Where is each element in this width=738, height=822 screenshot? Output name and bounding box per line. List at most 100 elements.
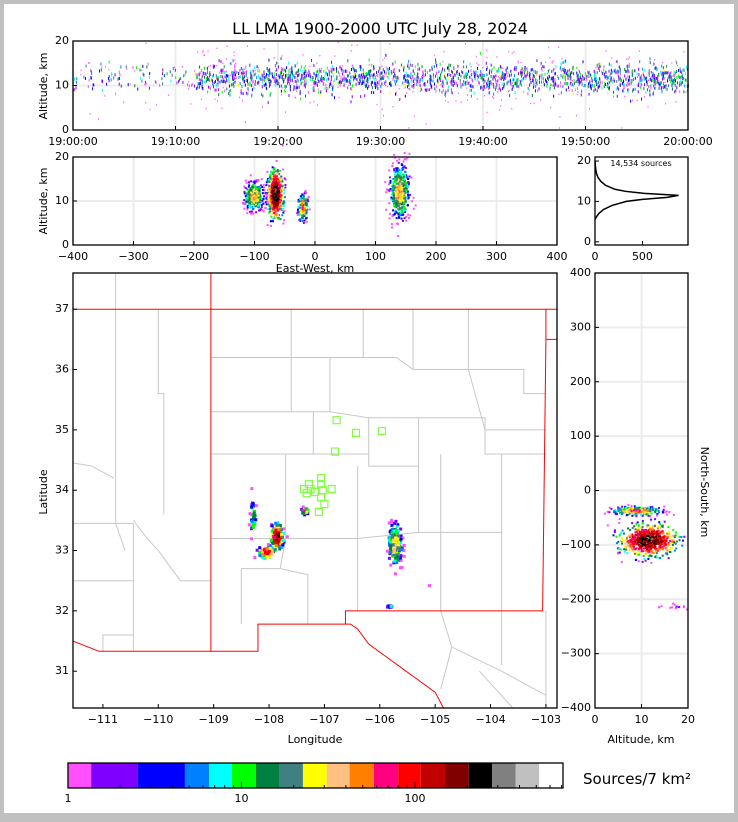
- source-point: [496, 56, 497, 58]
- source-point: [145, 102, 146, 104]
- source-cell: [269, 208, 271, 210]
- source-point: [502, 87, 503, 90]
- source-point: [115, 92, 116, 95]
- source-cell: [251, 194, 253, 196]
- source-point: [275, 64, 276, 67]
- source-cell: [607, 511, 609, 513]
- source-point: [88, 85, 89, 88]
- source-point: [588, 76, 589, 78]
- source-point: [517, 78, 518, 81]
- source-cell: [265, 201, 267, 203]
- source-point: [304, 75, 305, 78]
- source-point: [406, 72, 407, 75]
- source-point: [607, 76, 608, 79]
- source-cell: [675, 531, 677, 533]
- source-point: [416, 83, 417, 86]
- source-cell: [275, 175, 277, 177]
- source-cell: [250, 205, 252, 207]
- source-cell: [401, 206, 403, 208]
- source-point: [89, 79, 90, 82]
- source-point: [315, 81, 316, 84]
- source-point: [281, 75, 282, 78]
- source-point: [605, 83, 606, 86]
- source-point: [497, 91, 498, 93]
- source-point: [277, 62, 278, 64]
- source-cell: [408, 197, 410, 199]
- source-cell: [403, 174, 405, 176]
- source-cell: [394, 179, 396, 181]
- source-cell: [263, 548, 266, 551]
- source-point: [471, 78, 472, 81]
- x-tick-label: 100: [365, 250, 386, 263]
- source-point: [514, 82, 515, 85]
- source-point: [257, 65, 258, 68]
- source-point: [454, 82, 455, 85]
- source-cell: [621, 543, 623, 545]
- source-point: [453, 84, 454, 87]
- source-point: [386, 66, 387, 68]
- source-point: [398, 77, 399, 80]
- source-point: [408, 82, 409, 85]
- source-point: [680, 70, 681, 73]
- source-cell: [275, 544, 278, 547]
- source-cell: [615, 513, 617, 515]
- source-point: [461, 101, 462, 103]
- source-point: [623, 80, 624, 83]
- source-point: [499, 109, 500, 111]
- source-point: [119, 71, 120, 74]
- source-point: [224, 90, 225, 93]
- source-point: [629, 75, 630, 78]
- source-point: [113, 77, 114, 80]
- source-point: [285, 111, 286, 113]
- source-point: [507, 75, 508, 78]
- source-point: [257, 81, 258, 84]
- source-point: [201, 69, 202, 72]
- source-point: [220, 75, 221, 78]
- source-point: [298, 74, 299, 77]
- source-cell: [280, 176, 282, 178]
- source-point: [234, 64, 235, 67]
- source-point: [583, 60, 584, 63]
- source-point: [149, 72, 150, 75]
- source-point: [500, 105, 501, 107]
- source-point: [601, 87, 602, 90]
- source-point: [599, 77, 600, 80]
- source-point: [484, 95, 485, 97]
- source-point: [170, 79, 171, 82]
- source-point: [389, 67, 390, 70]
- y-tick-label: 10: [55, 79, 69, 92]
- source-cell: [635, 515, 637, 517]
- source-point: [296, 84, 297, 87]
- source-cell: [642, 526, 644, 528]
- source-point: [319, 68, 320, 70]
- source-cell: [663, 506, 665, 508]
- source-cell: [388, 183, 390, 185]
- source-point: [313, 87, 314, 90]
- source-cell: [397, 535, 400, 538]
- source-point: [225, 81, 226, 84]
- source-point: [384, 70, 385, 73]
- source-point: [376, 84, 377, 87]
- source-cell: [389, 176, 391, 178]
- source-point: [551, 70, 552, 73]
- source-point: [279, 76, 280, 79]
- source-point: [167, 72, 168, 75]
- source-point: [230, 74, 231, 76]
- source-point: [453, 77, 454, 80]
- x-tick-label: 300: [486, 250, 507, 263]
- source-point: [566, 82, 567, 85]
- source-point: [238, 84, 239, 87]
- source-point: [304, 80, 305, 83]
- source-point: [535, 78, 536, 81]
- source-cell: [304, 211, 306, 213]
- y-tick-label: 0: [584, 235, 591, 248]
- source-point: [269, 85, 270, 88]
- source-cell: [265, 197, 267, 199]
- source-cell: [268, 194, 270, 196]
- source-point: [226, 87, 227, 90]
- source-point: [577, 94, 578, 96]
- source-cell: [253, 198, 255, 200]
- source-point: [525, 71, 526, 74]
- source-cell: [268, 179, 270, 181]
- source-point: [635, 88, 636, 91]
